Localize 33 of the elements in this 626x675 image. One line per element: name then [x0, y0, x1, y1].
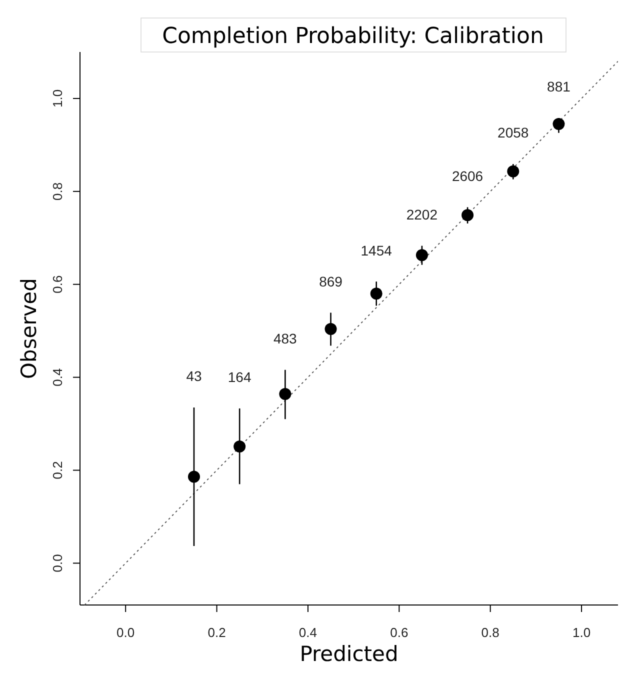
annotation: 43: [186, 368, 202, 384]
x-axis-title: Predicted: [300, 642, 398, 666]
point: [462, 209, 474, 222]
point: [188, 470, 200, 483]
x-tick-label: 0.4: [298, 625, 318, 640]
y-tick-label: 0.8: [50, 182, 65, 200]
annotation: 2606: [452, 168, 484, 184]
x-tick-label: 0.6: [390, 625, 408, 640]
annotation: 2202: [406, 206, 438, 222]
point: [370, 288, 382, 300]
annotation: 164: [228, 369, 252, 386]
x-tick-label: 1.0: [572, 625, 591, 640]
annotation: 483: [273, 330, 298, 347]
point: [507, 165, 520, 178]
point: [416, 249, 428, 262]
chart-title: Completion Probability: Calibration: [162, 24, 544, 49]
annotation: 1454: [360, 242, 392, 258]
annotation: 881: [547, 78, 571, 95]
y-tick-label: 0.2: [50, 461, 65, 480]
y-tick-label: 0.4: [50, 368, 65, 386]
y-tick-label: 0.0: [50, 554, 65, 572]
x-tick-label: 0.2: [208, 625, 226, 640]
point: [279, 388, 292, 400]
y-tick-label: 1.0: [50, 89, 65, 108]
point: [324, 322, 337, 335]
y-tick-label: 0.6: [50, 275, 65, 294]
point: [234, 440, 246, 453]
y-axis-title: Observed: [17, 278, 41, 380]
annotation: 869: [319, 273, 343, 290]
x-tick-label: 0.0: [116, 625, 135, 640]
annotation: 2058: [498, 124, 529, 141]
x-tick-label: 0.8: [481, 625, 500, 640]
point: [552, 118, 565, 130]
